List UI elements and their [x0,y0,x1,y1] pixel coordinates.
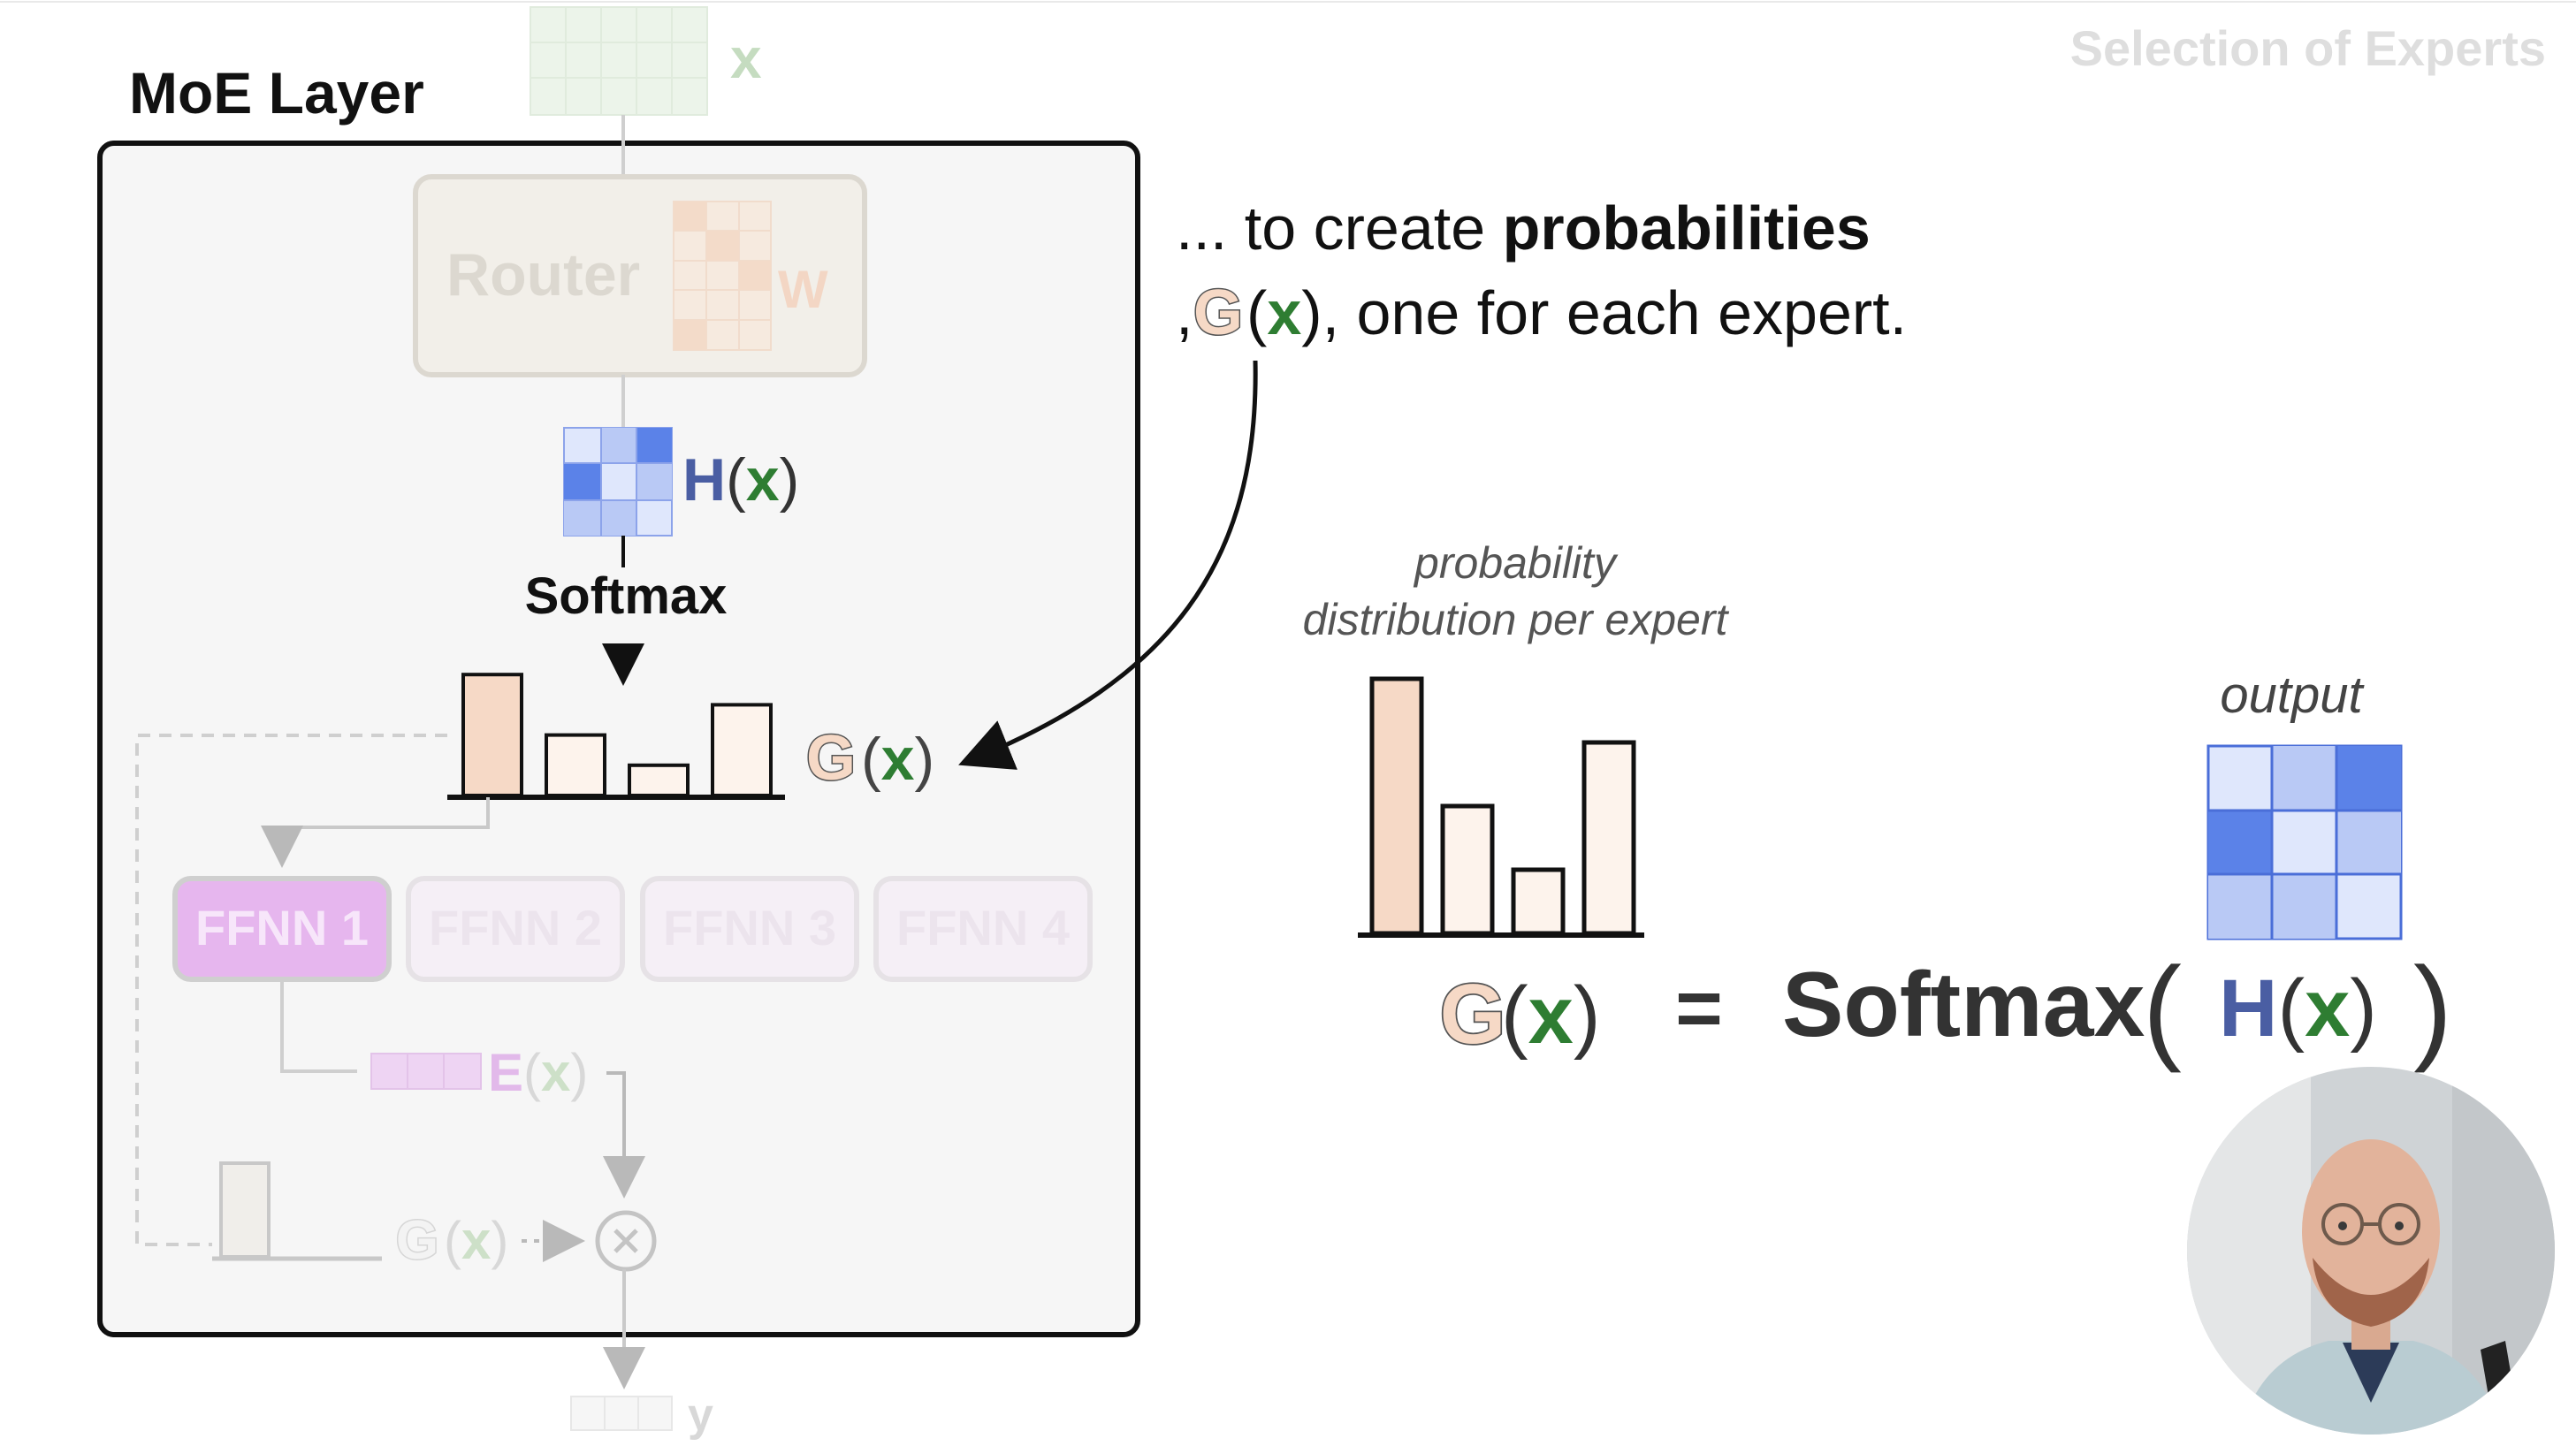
gate-dashed-path [135,734,447,1246]
svg-text:G: G [1193,278,1243,348]
distribution-caption-line2: distribution per expert [1303,595,1730,644]
hidden-label: H(x) [682,446,799,514]
callout-line2: (x), one for each expert. [1246,278,1907,347]
gate-label-panel: (x) [861,726,934,793]
expert-output-path [280,979,357,1073]
expert-ffnn4-box[interactable] [873,876,1093,982]
distribution-caption-line1: probability [1413,538,1619,588]
moe-layer-box [97,141,1140,1337]
output-section: output [2206,666,2403,940]
gate-g-icon-callout: G [1192,277,1244,350]
presenter-face [2302,1139,2440,1323]
bar-expert-4 [711,703,773,798]
bar-expert-3 [1511,867,1566,936]
router-block: Router W [413,174,867,377]
equation-softmax: Softmax [1782,954,2145,1056]
gate-bar-chart [461,673,773,798]
expert-ffnn1-label: FFNN 1 [195,900,369,955]
distribution-section: probability distribution per expert [1303,538,1730,938]
bar-expert-4 [1581,740,1636,936]
bar-expert-2 [545,733,606,797]
output-caption: output [2220,666,2365,724]
gate-g-icon-faded: G [394,1209,439,1273]
expert-ffnn3-box[interactable] [640,876,859,982]
equation-gate-args: (x) [1501,970,1600,1061]
slide-title: Selection of Experts [2070,20,2546,76]
bar-expert-2 [1440,803,1495,936]
hidden-matrix [563,427,673,537]
gate-g-icon: G [804,722,857,795]
moe-layer-title: MoE Layer [129,60,424,126]
expert-ffnn2-label: FFNN 2 [429,900,602,955]
svg-text:G: G [1440,967,1506,1062]
bar-expert-1 [461,673,523,798]
output-matrix [2206,744,2403,940]
experts-row: FFNN 1 FFNN 2 FFNN 3 FFNN 4 [172,876,1093,982]
gate-label-faded: (x) [444,1211,508,1270]
bar-expert-1 [1369,676,1424,936]
router-weight-matrix [673,201,772,351]
svg-text:G: G [396,1210,438,1271]
callout-line2-lead: , [1176,278,1193,347]
route-to-expert [261,797,490,868]
input-x-label: x [730,27,762,90]
equation-lparen: ( [2143,943,2182,1073]
distribution-bar-chart [1369,676,1636,936]
equation-rparen: ) [2413,943,2452,1073]
input-matrix [530,6,708,116]
gate-g-icon-equation: G [1438,965,1507,1063]
softmax-label: Softmax [525,567,728,625]
selected-gate-bar [219,1161,271,1259]
equation-equals: = [1675,963,1723,1054]
output-vector [570,1396,673,1431]
expert-to-multiply-arrow [603,1071,645,1199]
expert-output-vector [370,1053,482,1090]
equation: G (x) = Softmax ( H(x) ) [1438,943,2452,1073]
moe-panel: MoE Layer x Router [97,6,1140,1441]
svg-text:G: G [806,723,856,794]
callout-arrow [958,360,1258,770]
webcam-presenter [2187,1067,2555,1435]
presenter-beard [2313,1258,2429,1327]
expert-ffnn4-label: FFNN 4 [896,900,1070,955]
expert-ffnn2-box[interactable] [406,876,625,982]
multiply-icon [595,1210,657,1272]
expert-output-label: E(x) [488,1043,588,1102]
expert-ffnn3-label: FFNN 3 [663,900,836,955]
callout: ... to create probabilities , G (x), one… [958,194,1907,770]
equation-hidden: H(x) [2219,963,2377,1054]
router-label: Router [446,241,640,308]
callout-line1: ... to create probabilities [1176,194,1871,263]
output-y-label: y [688,1389,713,1441]
router-weight-label: W [778,260,828,319]
bar-expert-3 [628,763,690,797]
